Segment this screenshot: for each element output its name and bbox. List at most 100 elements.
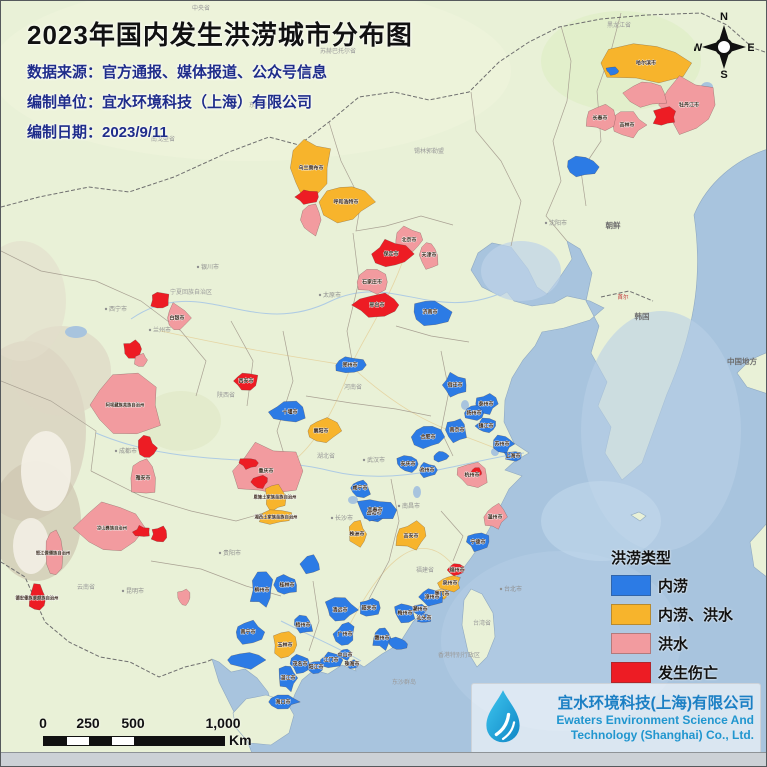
city-region-珠海市	[344, 659, 359, 669]
city-label: 汕头市	[416, 615, 431, 622]
city-region-梧州市	[294, 614, 314, 634]
city-region-温州市	[483, 502, 508, 530]
city-region-阳江市	[306, 661, 326, 675]
city-region-郑州市	[335, 356, 367, 374]
basemap-label: 成都市	[119, 447, 137, 455]
city-region-宁德市	[466, 532, 490, 553]
city-region	[299, 554, 320, 575]
province-border	[230, 320, 254, 407]
city-region-株洲市	[349, 519, 367, 548]
city-label: 济南市	[422, 309, 437, 316]
city-region-池州市	[419, 461, 438, 479]
basemap-label: 东沙群岛	[392, 678, 416, 686]
company-name: 宜水环境科技(上海)有限公司 Ewaters Environment Scien…	[526, 694, 754, 743]
city-label: 白银市	[169, 315, 184, 322]
basemap-label: 长沙市	[335, 514, 353, 522]
city-label: 宜春市	[367, 507, 382, 514]
legend-item-w: 内涝	[611, 575, 733, 596]
basemap-label: 韩国	[635, 311, 650, 321]
city-region-咸宁市	[350, 479, 371, 499]
city-region	[652, 106, 676, 126]
city-label: 茂名市	[291, 661, 307, 668]
city-label: 湘西土家族苗族自治州	[255, 514, 298, 521]
city-region-呼和浩特市	[318, 186, 376, 224]
legend-swatch	[611, 604, 651, 625]
city-label: 岳阳市	[366, 510, 381, 517]
city-label: 咸宁市	[351, 485, 367, 492]
city-region-韶关市	[359, 598, 381, 617]
basemap-label: 武汉市	[367, 456, 385, 464]
basemap-label: 南昌市	[402, 502, 420, 510]
city-region-吉安市	[395, 520, 427, 551]
meta-date: 编制日期：2023/9/11	[27, 124, 168, 141]
province-border	[1, 250, 97, 282]
city-region	[150, 291, 170, 309]
lake	[348, 496, 358, 504]
city-label: 梧州市	[295, 622, 310, 629]
city-label: 柳州市	[254, 587, 269, 594]
city-label: 长春市	[592, 115, 607, 122]
city-label: 吉安市	[403, 533, 418, 540]
city-region-邢台市	[351, 292, 400, 318]
province-border	[395, 325, 470, 343]
city-region-汕头市	[417, 613, 432, 623]
company-logo: 宜水环境科技(上海)有限公司 Ewaters Environment Scien…	[471, 683, 761, 754]
province-border	[346, 232, 360, 367]
basemap-label: 太原市	[323, 291, 341, 299]
legend-swatch	[611, 662, 651, 683]
city-region-长春市	[585, 103, 616, 131]
city-region-十堰市	[267, 400, 306, 423]
city-region	[300, 203, 322, 237]
basemap-label: 银川市	[201, 263, 219, 271]
legend-item-of: 内涝、洪水	[611, 604, 733, 625]
city-label: 厦门市	[434, 591, 449, 598]
city-label: 海口市	[275, 699, 290, 706]
legend-items: 内涝 内涝、洪水 洪水 发生伤亡	[611, 575, 733, 683]
scale-segment	[44, 737, 67, 745]
city-label: 北京市	[401, 237, 416, 244]
basemap-label: 锡林郭勒盟	[414, 147, 444, 155]
city-region-天津市	[418, 242, 439, 270]
legend-item-c: 发生伤亡	[611, 662, 733, 683]
basemap-label: 西宁市	[109, 305, 127, 313]
city-label: 韶关市	[361, 605, 376, 612]
city-region-广州市	[332, 621, 355, 646]
scale-segment	[66, 737, 89, 745]
city-region	[238, 458, 259, 470]
city-label: 株洲市	[349, 531, 364, 538]
scale-bar: 0 250 500 1,000 Km	[21, 715, 271, 751]
legend: 洪涝类型 内涝 内涝、洪水 洪水 发生伤亡	[611, 547, 733, 691]
map-frame-bottom	[1, 752, 766, 766]
legend-swatch	[611, 575, 651, 596]
city-region-西安市	[233, 372, 259, 391]
city-label: 重庆市	[258, 468, 273, 475]
company-name-en-2: Technology (Shanghai) Co., Ltd.	[570, 728, 754, 743]
island	[736, 352, 766, 394]
basemap-label: 南戈壁省	[151, 135, 175, 143]
page-title: 2023年国内发生洪涝城市分布图	[27, 20, 413, 50]
city-region-海口市	[268, 694, 301, 710]
city-label: 珠海市	[344, 661, 359, 668]
basemap-label: 贵阳市	[223, 549, 241, 557]
city-label: 苏州市	[494, 441, 509, 448]
city-label: 宁德市	[470, 539, 485, 546]
city-label: 池州市	[419, 467, 434, 474]
city-region	[433, 451, 450, 463]
city-region-凉山彝族自治州	[72, 501, 146, 552]
province-border	[90, 470, 272, 522]
lake	[65, 326, 87, 338]
city-label: 中山市	[337, 652, 352, 659]
city-region	[294, 189, 319, 205]
province-border	[368, 478, 400, 600]
city-label: 梅州市	[397, 610, 412, 617]
city-label: 吉林市	[619, 122, 634, 129]
basemap-label: 兰州市	[153, 326, 171, 334]
city-region-恩施土家族苗族自治州	[265, 483, 287, 513]
city-label: 宿迁市	[447, 382, 462, 389]
province-border	[470, 91, 522, 247]
city-label: 凉山彝族自治州	[97, 525, 127, 532]
scale-segment	[134, 737, 224, 745]
province-border	[545, 25, 572, 242]
city-region-乌兰察布市	[290, 138, 331, 200]
city-label: 怒江傈僳族自治州	[36, 550, 70, 557]
